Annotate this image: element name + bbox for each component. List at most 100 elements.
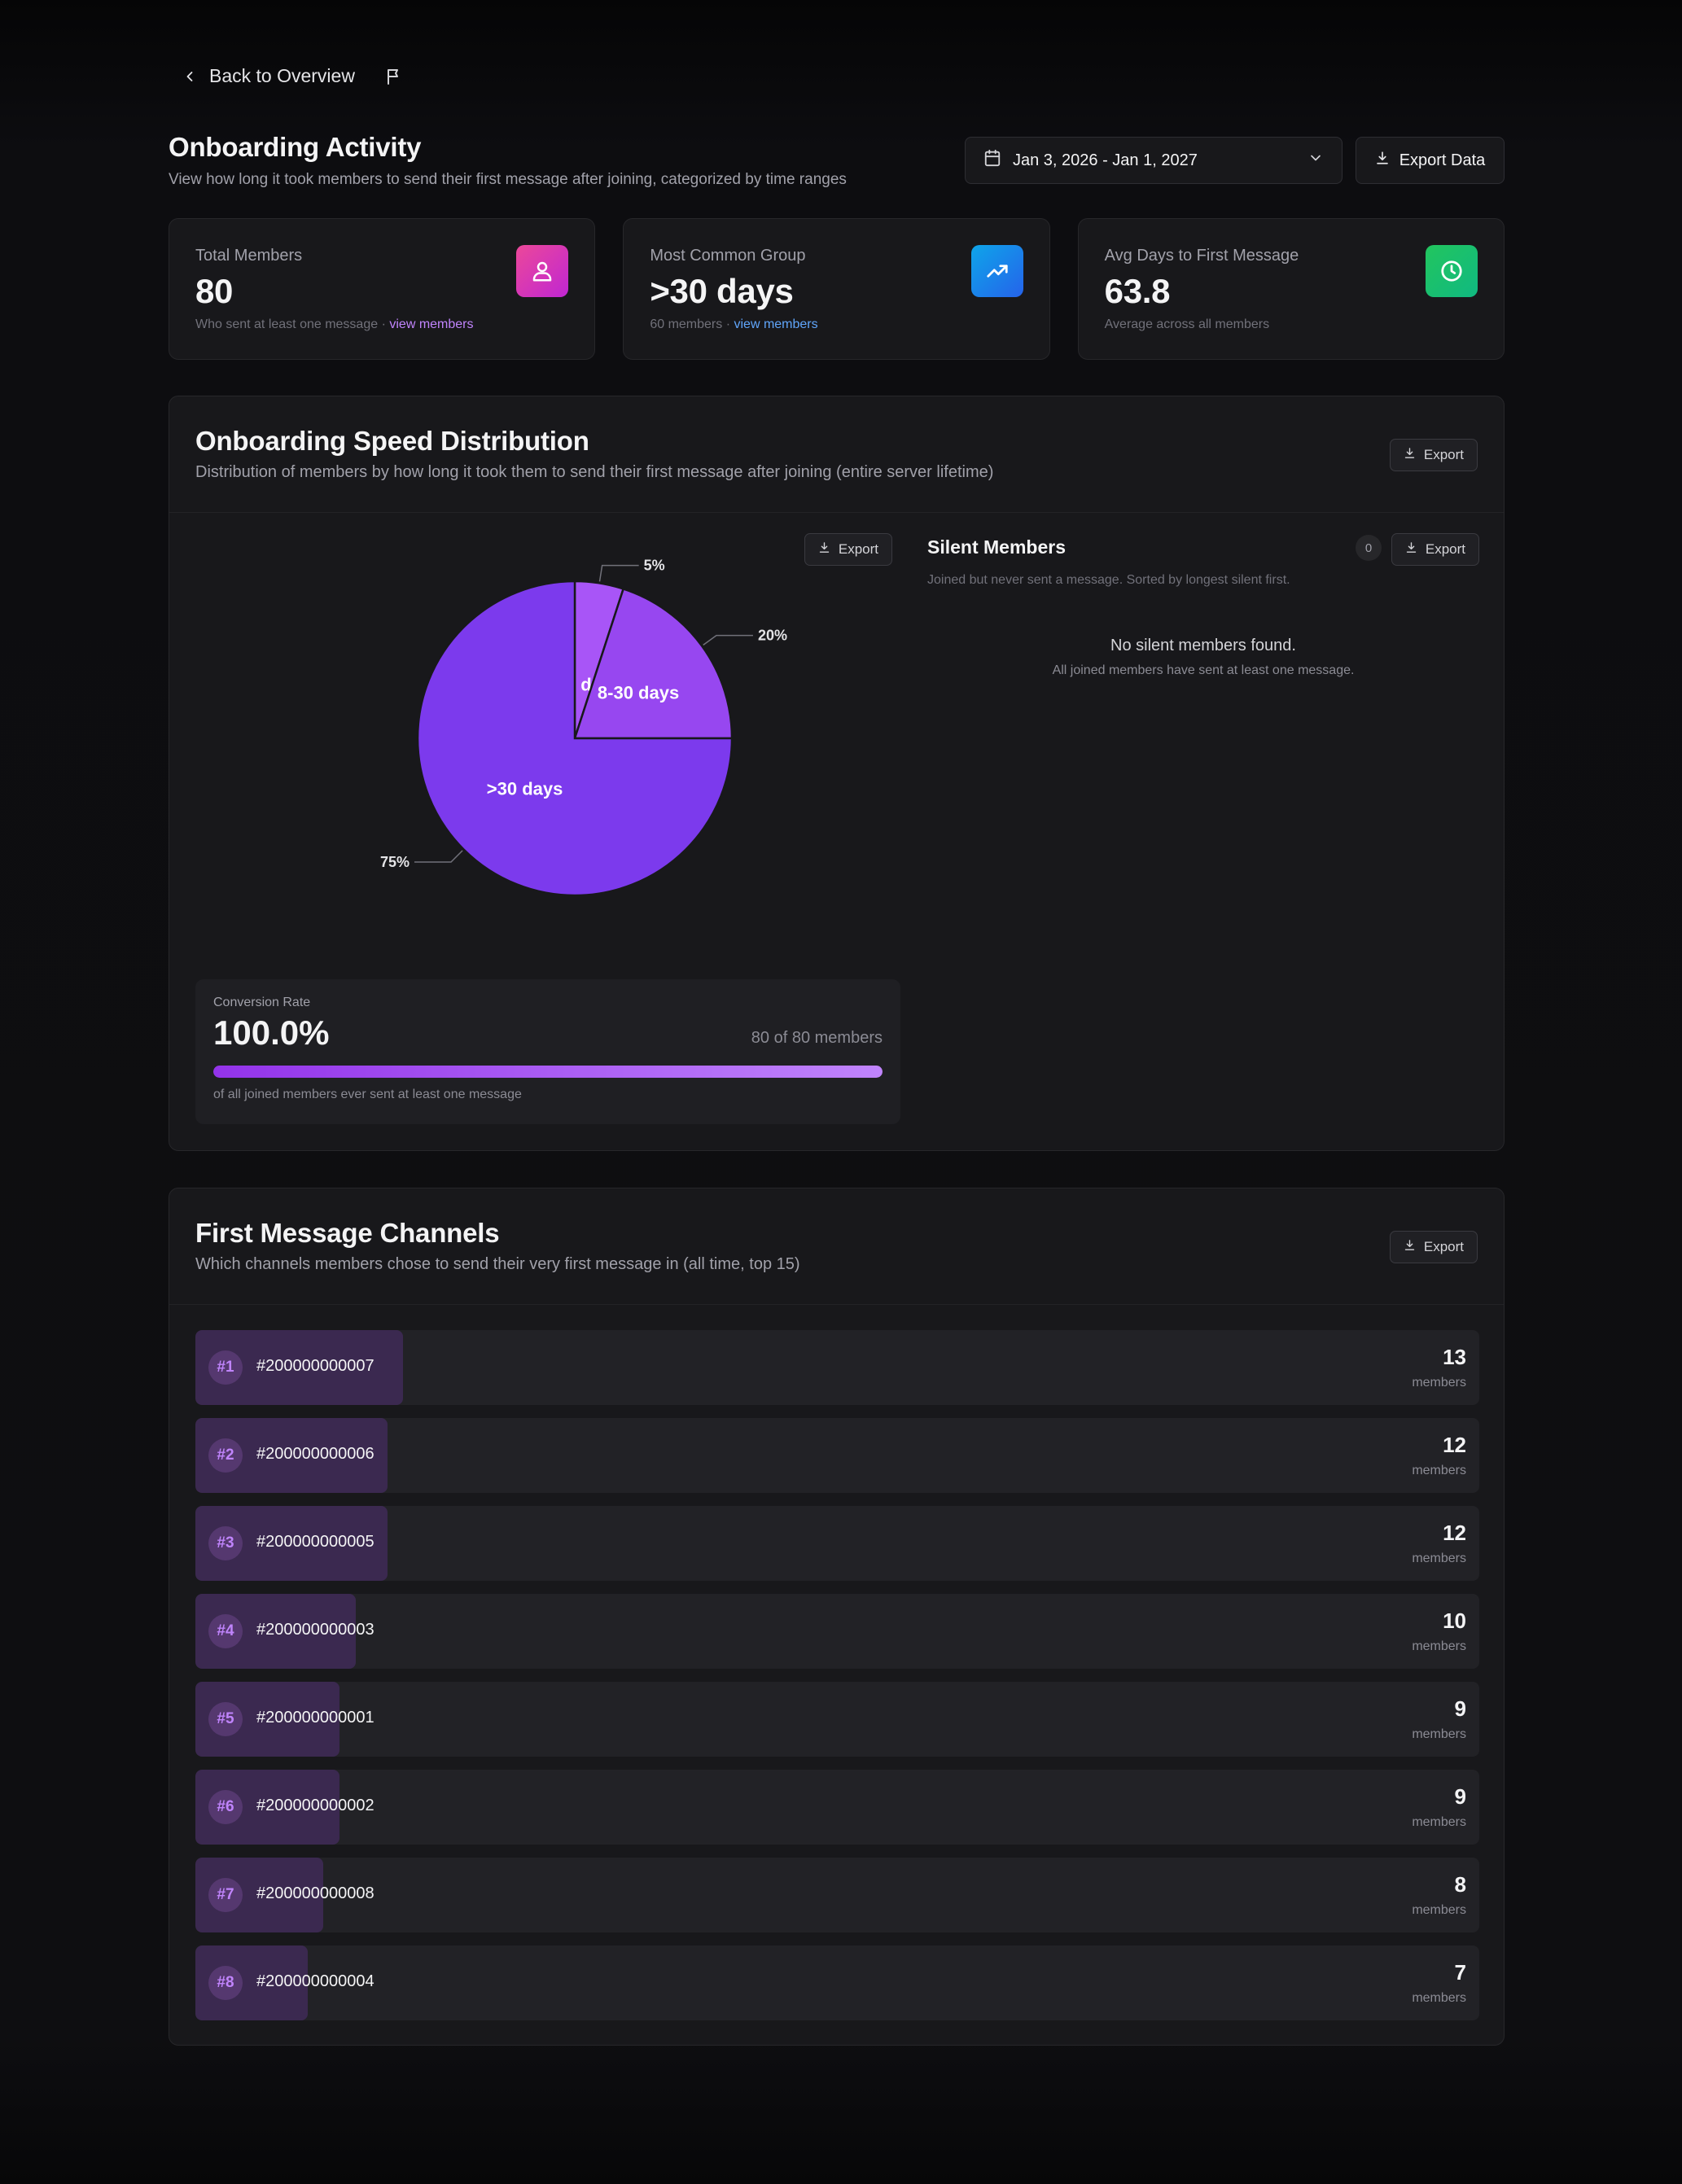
- page-subtitle: View how long it took members to send th…: [169, 171, 847, 188]
- pie-chart-area: <1 day 5% 8-30 days 20% >30 days 75% Export: [195, 533, 900, 924]
- view-members-link[interactable]: view members: [734, 317, 818, 331]
- pie-slice-label: 8-30 days: [598, 682, 679, 702]
- channel-row[interactable]: #5 #200000000001 9 members: [195, 1682, 1479, 1757]
- pie-slice-label: >30 days: [487, 778, 563, 799]
- stat-label: Most Common Group: [650, 247, 806, 265]
- silent-count-badge: 0: [1356, 535, 1382, 561]
- channel-member-unit: members: [1412, 1464, 1466, 1477]
- channel-member-unit: members: [1412, 1639, 1466, 1653]
- distribution-panel: Onboarding Speed Distribution Distributi…: [169, 396, 1505, 1151]
- chevron-down-icon: [1307, 150, 1324, 171]
- export-label: Export: [1425, 541, 1465, 557]
- channel-rank-badge: #1: [208, 1350, 243, 1385]
- channel-row[interactable]: #1 #200000000007 13 members: [195, 1330, 1479, 1405]
- channel-member-unit: members: [1412, 1991, 1466, 2005]
- flag-button[interactable]: [384, 67, 404, 86]
- pie-leader-line: [414, 850, 463, 863]
- channel-member-count: 13: [1443, 1345, 1466, 1369]
- channels-panel-header: First Message Channels Which channels me…: [169, 1188, 1504, 1305]
- header-actions: Jan 3, 2026 - Jan 1, 2027 Export Data: [965, 137, 1505, 184]
- silent-export-button[interactable]: Export: [1391, 533, 1479, 566]
- channel-member-unit: members: [1412, 1552, 1466, 1565]
- date-range-value: Jan 3, 2026 - Jan 1, 2027: [1013, 151, 1198, 169]
- conversion-progress-bar: [213, 1066, 883, 1078]
- channel-list: #1 #200000000007 13 members #2 #200000000006 1…: [195, 1330, 1479, 2033]
- conversion-label: Conversion Rate: [213, 996, 311, 1009]
- export-data-button[interactable]: Export Data: [1356, 137, 1505, 184]
- channel-rank-badge: #8: [208, 1966, 243, 2000]
- channel-member-count: 8: [1454, 1872, 1466, 1897]
- channel-rank-badge: #2: [208, 1438, 243, 1473]
- stat-note-text: Who sent at least one message ·: [195, 317, 386, 331]
- conversion-note: of all joined members ever sent at least…: [213, 1088, 522, 1101]
- channel-name: #200000000003: [256, 1621, 375, 1639]
- stat-label: Total Members: [195, 247, 303, 265]
- channel-member-count: 10: [1443, 1608, 1466, 1633]
- pie-export-button[interactable]: Export: [804, 533, 892, 566]
- pie-percent-label: 20%: [758, 628, 787, 644]
- distribution-panel-header: Onboarding Speed Distribution Distributi…: [169, 396, 1504, 513]
- conversion-rate-card: Conversion Rate 100.0% 80 of 80 members …: [195, 979, 900, 1124]
- distribution-subtitle: Distribution of members by how long it t…: [195, 463, 994, 481]
- view-members-link[interactable]: view members: [389, 317, 474, 331]
- channel-member-unit: members: [1412, 1815, 1466, 1829]
- stat-note-text: 60 members ·: [650, 317, 731, 331]
- channel-row[interactable]: #8 #200000000004 7 members: [195, 1945, 1479, 2020]
- channel-rank-badge: #7: [208, 1878, 243, 1912]
- channel-member-count: 9: [1454, 1696, 1466, 1721]
- distribution-export-button[interactable]: Export: [1389, 439, 1478, 471]
- channel-member-unit: members: [1412, 1903, 1466, 1917]
- users-icon: [516, 245, 569, 297]
- channel-name: #200000000002: [256, 1797, 375, 1814]
- channels-panel: First Message Channels Which channels me…: [169, 1188, 1505, 2046]
- channel-name: #200000000005: [256, 1533, 375, 1551]
- clock-icon: [1425, 245, 1478, 297]
- back-to-overview-link[interactable]: Back to Overview: [182, 65, 355, 87]
- page-title: Onboarding Activity: [169, 132, 422, 162]
- channel-name: #200000000006: [256, 1445, 375, 1463]
- conversion-value: 100.0%: [213, 1013, 330, 1052]
- channels-export-button[interactable]: Export: [1389, 1231, 1478, 1263]
- export-label: Export: [838, 541, 878, 557]
- flag-icon: [384, 67, 404, 86]
- silent-members-section: Silent Members 0 Export Joined but never…: [927, 533, 1479, 678]
- pie-slice[interactable]: [573, 587, 734, 740]
- channel-member-count: 12: [1443, 1521, 1466, 1545]
- channel-rank-badge: #4: [208, 1614, 243, 1648]
- date-range-picker[interactable]: Jan 3, 2026 - Jan 1, 2027: [965, 137, 1343, 184]
- channel-row[interactable]: #3 #200000000005 12 members: [195, 1506, 1479, 1581]
- pie-slice[interactable]: [416, 580, 734, 897]
- channel-row[interactable]: #4 #200000000003 10 members: [195, 1594, 1479, 1669]
- stat-value: 63.8: [1104, 272, 1171, 310]
- channel-row[interactable]: #2 #200000000006 12 members: [195, 1418, 1479, 1493]
- trending-up-icon: [970, 245, 1023, 297]
- pie-percent-label: 5%: [644, 558, 665, 574]
- download-icon: [1404, 447, 1416, 463]
- export-label: Export: [1423, 447, 1464, 462]
- channel-member-unit: members: [1412, 1376, 1466, 1390]
- conversion-progress-fill: [213, 1066, 883, 1078]
- channel-rank-badge: #3: [208, 1526, 243, 1560]
- stat-value: >30 days: [650, 272, 794, 310]
- channels-subtitle: Which channels members chose to send the…: [195, 1255, 800, 1273]
- channel-row[interactable]: #7 #200000000008 8 members: [195, 1858, 1479, 1932]
- stat-note: 60 members · view members: [650, 317, 1023, 332]
- stat-note: Average across all members: [1104, 317, 1270, 331]
- calendar-icon: [983, 149, 1001, 172]
- pie-leader-line: [598, 564, 639, 582]
- stat-label: Avg Days to First Message: [1104, 247, 1299, 265]
- pie-leader-line: [703, 634, 753, 646]
- channel-member-count: 12: [1443, 1433, 1466, 1457]
- channel-name: #200000000001: [256, 1709, 375, 1727]
- channel-member-unit: members: [1412, 1727, 1466, 1741]
- channel-rank-badge: #5: [208, 1702, 243, 1736]
- empty-state-subtitle: All joined members have sent at least on…: [1052, 663, 1355, 677]
- silent-members-subtitle: Joined but never sent a message. Sorted …: [927, 573, 1290, 587]
- stat-value: 80: [195, 272, 234, 310]
- conversion-count: 80 of 80 members: [751, 1029, 883, 1047]
- channel-row[interactable]: #6 #200000000002 9 members: [195, 1770, 1479, 1845]
- stats-row: Total Members 80 Who sent at least one m…: [169, 218, 1505, 360]
- empty-state-title: No silent members found.: [1110, 637, 1296, 654]
- channel-name: #200000000007: [256, 1357, 375, 1375]
